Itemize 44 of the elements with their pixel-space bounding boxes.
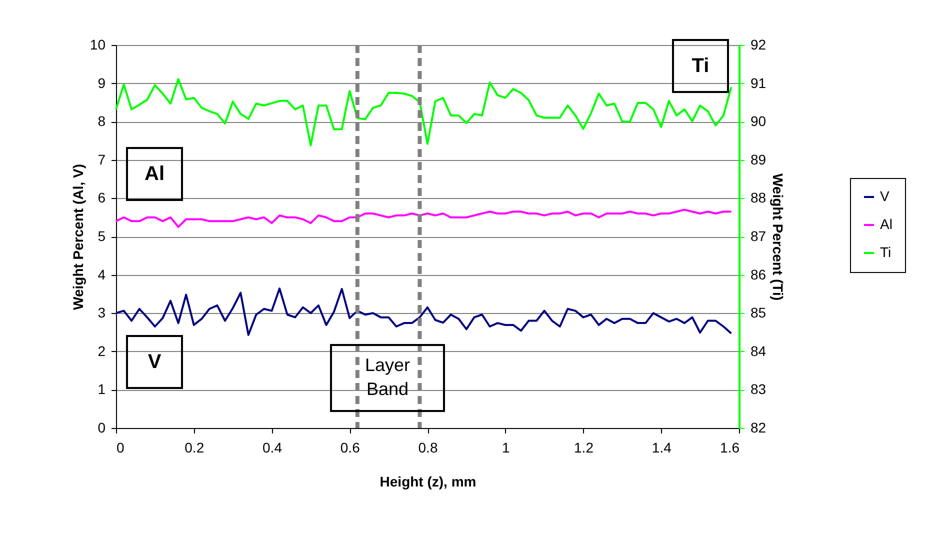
y-tick-label: 8 [98, 113, 106, 130]
y2-tick-label: 87 [750, 228, 766, 244]
y2-tick-label: 88 [750, 190, 766, 206]
y-tick-label: 5 [98, 228, 106, 244]
x-tick-label: 0 [116, 440, 124, 456]
y-tick-label: 10 [90, 36, 106, 52]
annotation: Al [144, 163, 164, 185]
y-tick-label: 7 [98, 151, 106, 168]
line-series [115, 78, 732, 146]
x-tick-label: 0.8 [418, 440, 438, 456]
legend-label: Ti [880, 244, 892, 260]
y2-tick-label: 82 [750, 420, 766, 436]
y2-tick-label: 91 [750, 74, 766, 91]
y-tick-label: 6 [98, 190, 106, 206]
y-axis-title: Weight Percent (Al, V) [70, 164, 86, 310]
x-tick-label: 1.6 [720, 440, 740, 456]
y2-tick-label: 86 [750, 266, 766, 282]
y2-axis-title: Weight Percent (Ti) [770, 173, 786, 301]
y2-tick-label: 92 [750, 36, 766, 52]
annotation: Ti [692, 55, 710, 77]
x-tick-label: 0.2 [184, 440, 204, 456]
y-tick-label: 1 [98, 381, 106, 398]
x-tick-label: 1.2 [574, 440, 594, 456]
y2-tick-label: 89 [750, 151, 766, 168]
line-series [115, 208, 732, 228]
legend-label: Al [880, 216, 892, 232]
y-tick-label: 9 [98, 74, 106, 91]
x-tick-label: 0.4 [262, 440, 282, 456]
x-tick-label: 1.4 [652, 440, 672, 456]
y-tick-label: 2 [98, 342, 106, 359]
x-tick-label: 1 [502, 440, 510, 456]
y-tick-label: 0 [98, 420, 106, 436]
y2-tick-label: 90 [750, 113, 766, 130]
y2-tick-label: 85 [750, 304, 766, 321]
x-axis-title: Height (z), mm [380, 474, 476, 490]
annotation: V [148, 351, 162, 373]
line-series [115, 288, 732, 336]
y2-tick-label: 84 [750, 342, 766, 359]
y-tick-label: 3 [98, 304, 106, 321]
legend-label: V [880, 188, 890, 204]
y2-tick-label: 83 [750, 381, 766, 398]
annotation: Layer Band [364, 355, 410, 399]
y-tick-label: 4 [98, 266, 106, 282]
x-tick-label: 0.6 [340, 440, 360, 456]
